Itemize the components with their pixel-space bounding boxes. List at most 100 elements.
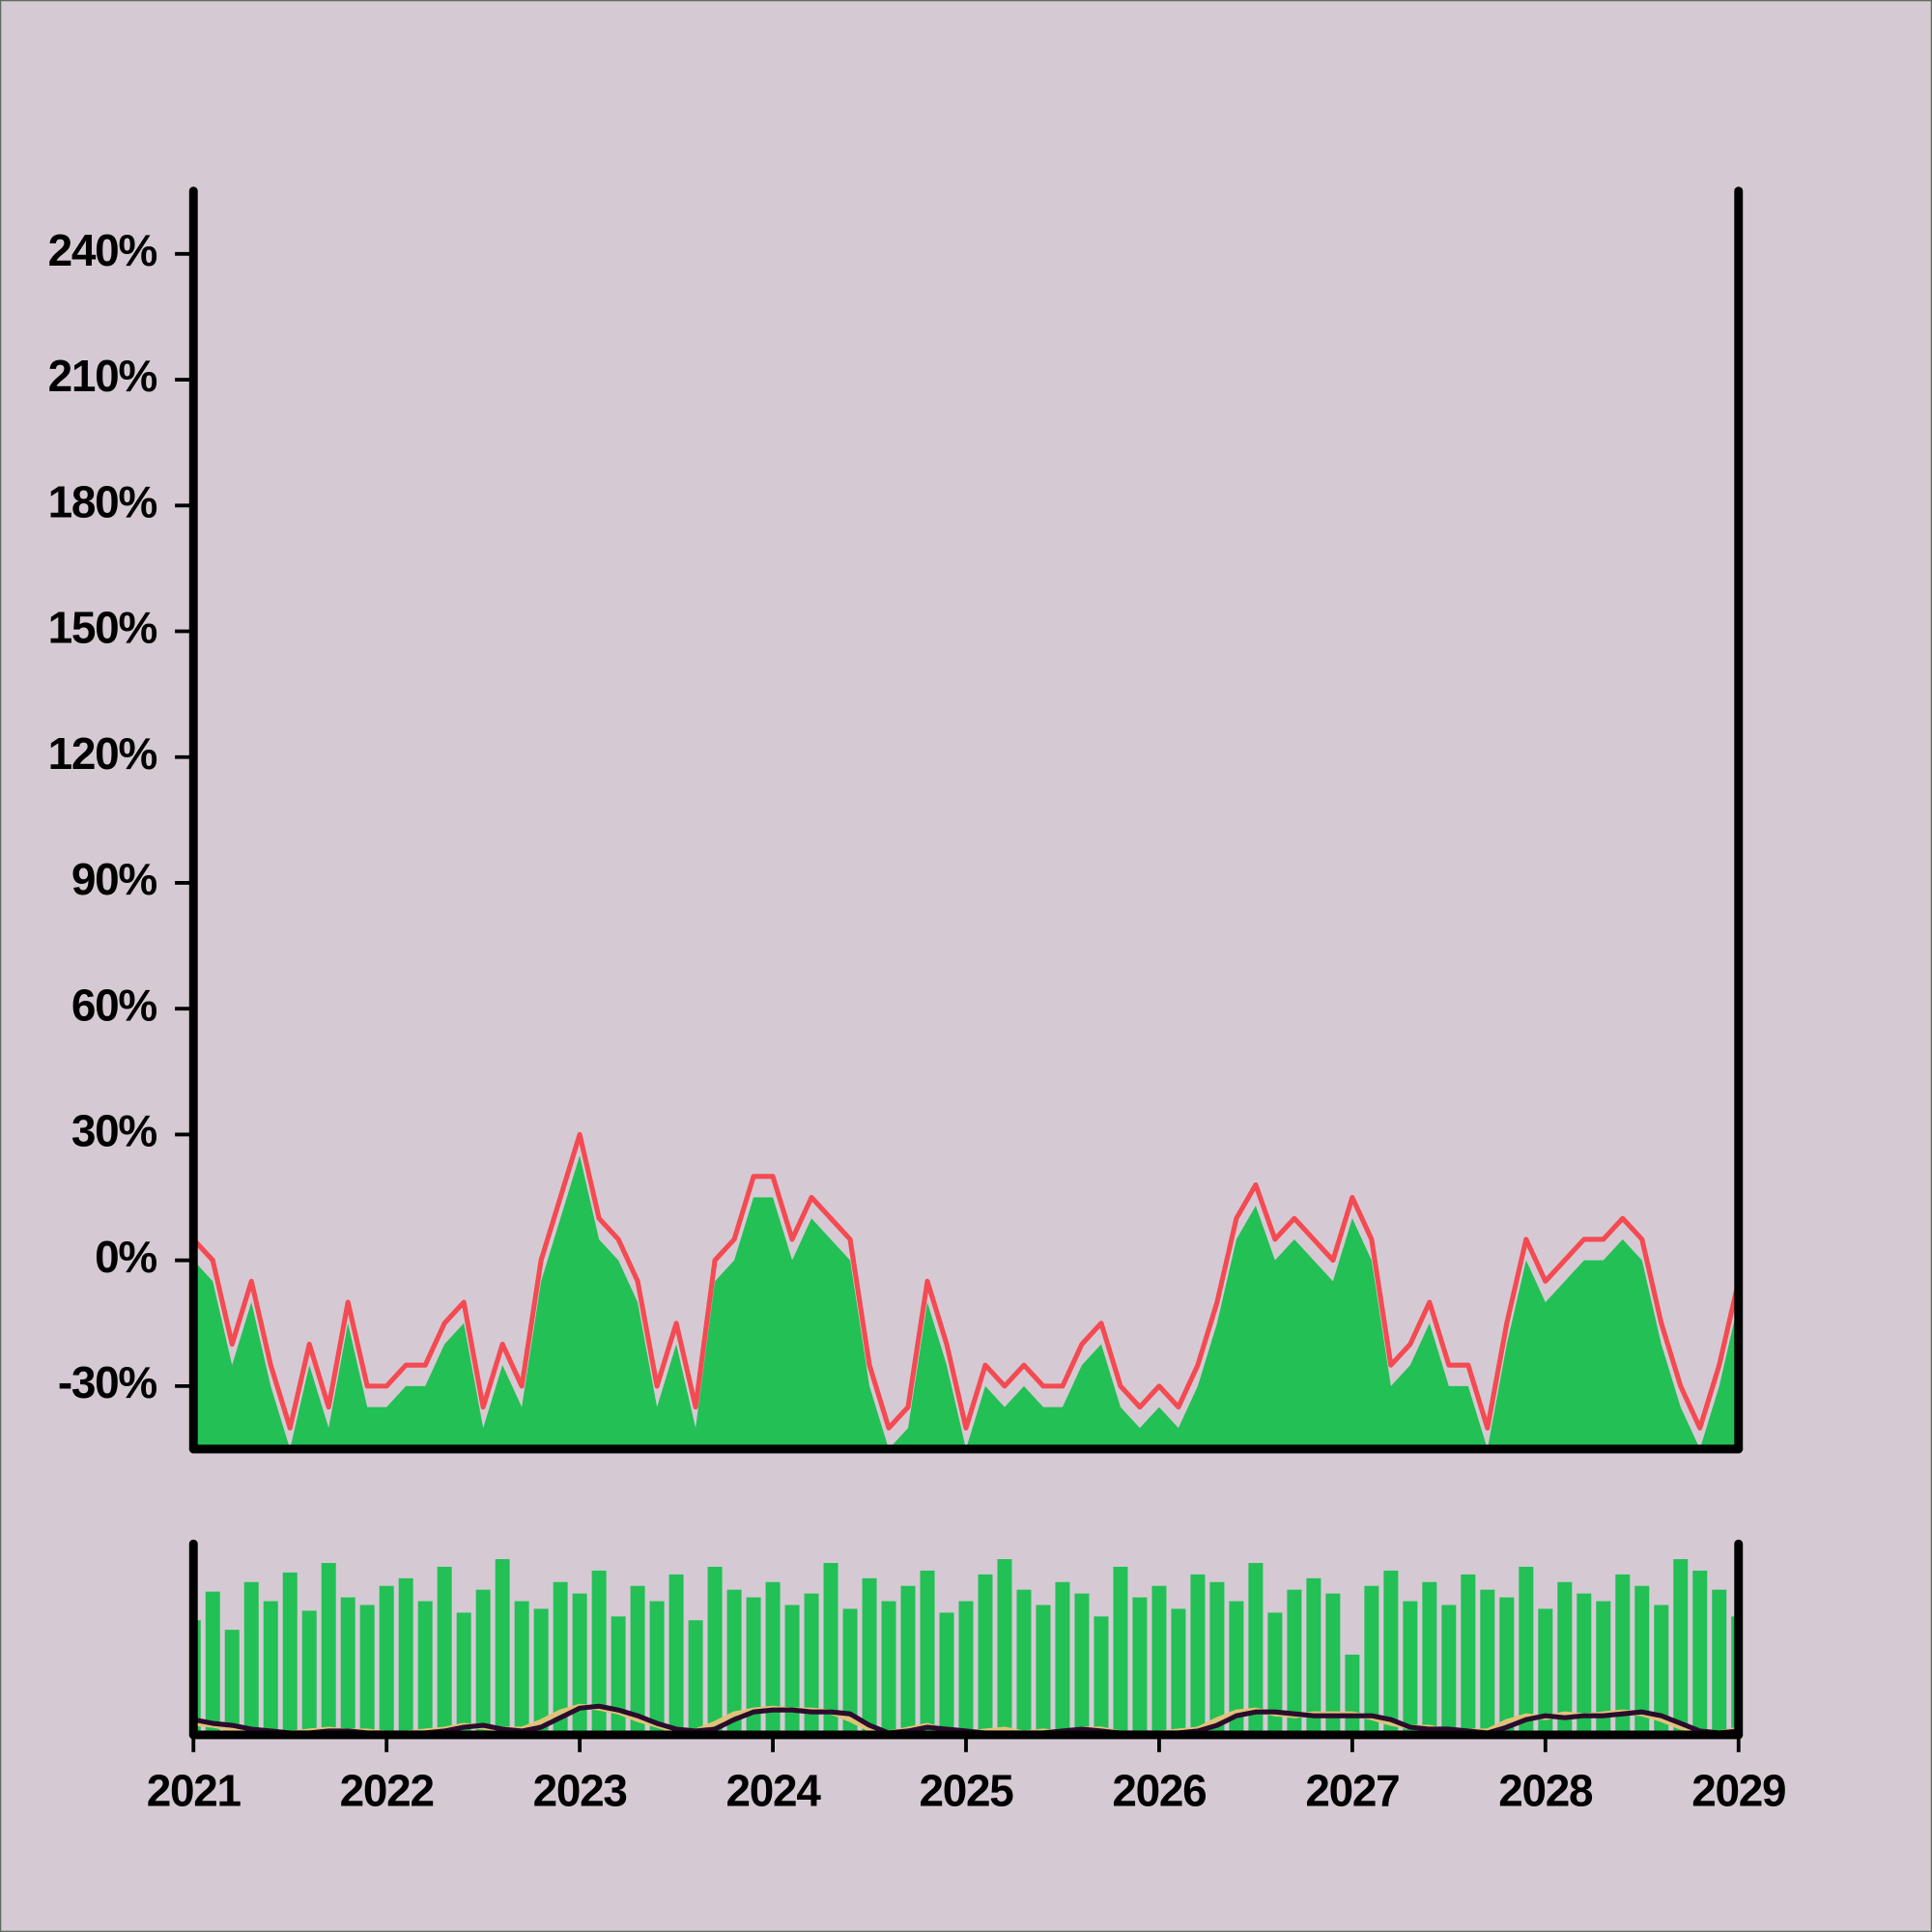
bar xyxy=(514,1601,529,1735)
bar xyxy=(205,1591,220,1735)
bar xyxy=(668,1574,684,1735)
y-tick-label: 150% xyxy=(48,603,157,653)
bar xyxy=(456,1612,471,1735)
x-tick-label: 2027 xyxy=(1305,1765,1399,1815)
y-tick-label: -30% xyxy=(58,1357,157,1407)
bar xyxy=(1615,1574,1631,1735)
bar xyxy=(726,1589,742,1735)
bar xyxy=(340,1597,355,1735)
bar xyxy=(1383,1570,1399,1735)
bar xyxy=(1325,1593,1341,1735)
area xyxy=(193,1155,1739,1449)
bar xyxy=(224,1630,240,1735)
bar xyxy=(1267,1612,1283,1735)
bar xyxy=(1151,1585,1167,1735)
bar xyxy=(475,1589,491,1735)
y-tick-label: 90% xyxy=(71,854,157,904)
bar xyxy=(1673,1559,1689,1735)
bar xyxy=(1712,1589,1727,1735)
bar xyxy=(920,1570,935,1735)
bar xyxy=(707,1566,723,1735)
x-tick-label: 2025 xyxy=(919,1765,1013,1815)
bar xyxy=(746,1597,761,1735)
bar xyxy=(649,1601,665,1735)
bar xyxy=(591,1570,607,1735)
bar xyxy=(1190,1574,1206,1735)
bar xyxy=(1480,1589,1495,1735)
x-tick-label: 2026 xyxy=(1112,1765,1206,1815)
plot-area xyxy=(193,1559,1739,1735)
bar xyxy=(1229,1601,1244,1735)
bar xyxy=(1248,1562,1264,1735)
bar xyxy=(842,1608,858,1735)
bar xyxy=(1538,1608,1553,1735)
x-tick-label: 2024 xyxy=(726,1765,822,1815)
bar xyxy=(1557,1581,1573,1735)
bar xyxy=(359,1605,375,1735)
bar xyxy=(1345,1654,1360,1735)
bar xyxy=(553,1581,568,1735)
bar xyxy=(379,1585,394,1735)
bar xyxy=(804,1593,819,1735)
bar xyxy=(1074,1593,1090,1735)
y-tick-label: 210% xyxy=(48,351,157,401)
bar xyxy=(881,1601,896,1735)
bar xyxy=(1364,1585,1379,1735)
x-tick-label: 2023 xyxy=(533,1765,627,1815)
bar xyxy=(1113,1566,1128,1735)
y-tick-label: 180% xyxy=(48,476,157,526)
bar xyxy=(958,1601,974,1735)
bar xyxy=(765,1581,781,1735)
y-tick-label: 240% xyxy=(48,225,157,275)
bar xyxy=(1132,1597,1148,1735)
x-tick-label: 2021 xyxy=(147,1765,242,1815)
y-tick-label: 0% xyxy=(95,1232,156,1282)
bar xyxy=(1461,1574,1476,1735)
bar xyxy=(321,1562,336,1735)
bar xyxy=(1287,1589,1302,1735)
bar xyxy=(533,1608,549,1735)
bar xyxy=(437,1566,452,1735)
bar xyxy=(1306,1577,1321,1735)
bar xyxy=(1422,1581,1437,1735)
bar xyxy=(1519,1566,1534,1735)
bar xyxy=(1403,1601,1418,1735)
bar xyxy=(1577,1593,1592,1735)
bar xyxy=(1094,1616,1109,1735)
bar xyxy=(978,1574,993,1735)
x-tick-label: 2022 xyxy=(340,1765,434,1815)
bar xyxy=(1441,1605,1457,1735)
x-tick-label: 2029 xyxy=(1691,1765,1785,1815)
y-tick-label: 120% xyxy=(48,728,157,779)
bar xyxy=(784,1605,800,1735)
bar xyxy=(1596,1601,1611,1735)
bar xyxy=(1016,1589,1032,1735)
bar xyxy=(1171,1608,1186,1735)
bar xyxy=(939,1612,954,1735)
bar xyxy=(301,1610,317,1735)
y-tick-label: 60% xyxy=(71,980,157,1030)
bar xyxy=(630,1585,645,1735)
bar xyxy=(263,1601,278,1735)
bar xyxy=(688,1620,703,1735)
bar xyxy=(1692,1570,1708,1735)
line xyxy=(193,1131,1739,1431)
y-tick-label: 30% xyxy=(71,1106,157,1156)
bar xyxy=(862,1577,877,1735)
bar xyxy=(611,1616,626,1735)
bar xyxy=(1499,1597,1515,1735)
bar xyxy=(1036,1605,1051,1735)
bar xyxy=(1654,1605,1669,1735)
bar xyxy=(417,1601,433,1735)
bar xyxy=(282,1572,298,1735)
bar xyxy=(1634,1585,1650,1735)
bar xyxy=(495,1559,510,1735)
bar xyxy=(823,1562,838,1735)
bar xyxy=(900,1585,916,1735)
plot-area xyxy=(193,1131,1739,1449)
bar xyxy=(398,1577,413,1735)
bar xyxy=(572,1593,587,1735)
bar xyxy=(1055,1581,1070,1735)
